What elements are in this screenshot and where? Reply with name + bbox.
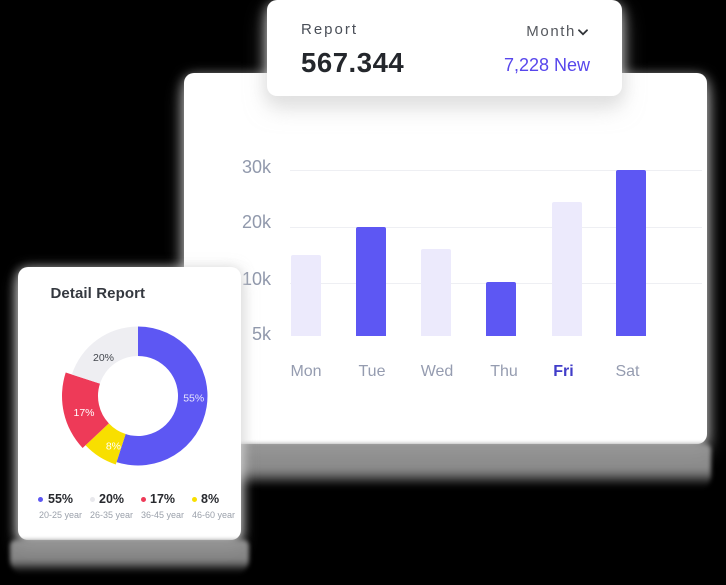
svg-text:8%: 8%	[106, 441, 121, 453]
svg-text:17%: 17%	[73, 407, 94, 419]
svg-text:55%: 55%	[183, 393, 204, 405]
svg-text:20%: 20%	[93, 352, 114, 364]
